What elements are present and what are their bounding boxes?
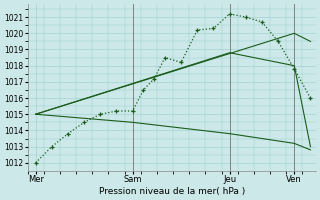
X-axis label: Pression niveau de la mer( hPa ): Pression niveau de la mer( hPa ) bbox=[99, 187, 245, 196]
